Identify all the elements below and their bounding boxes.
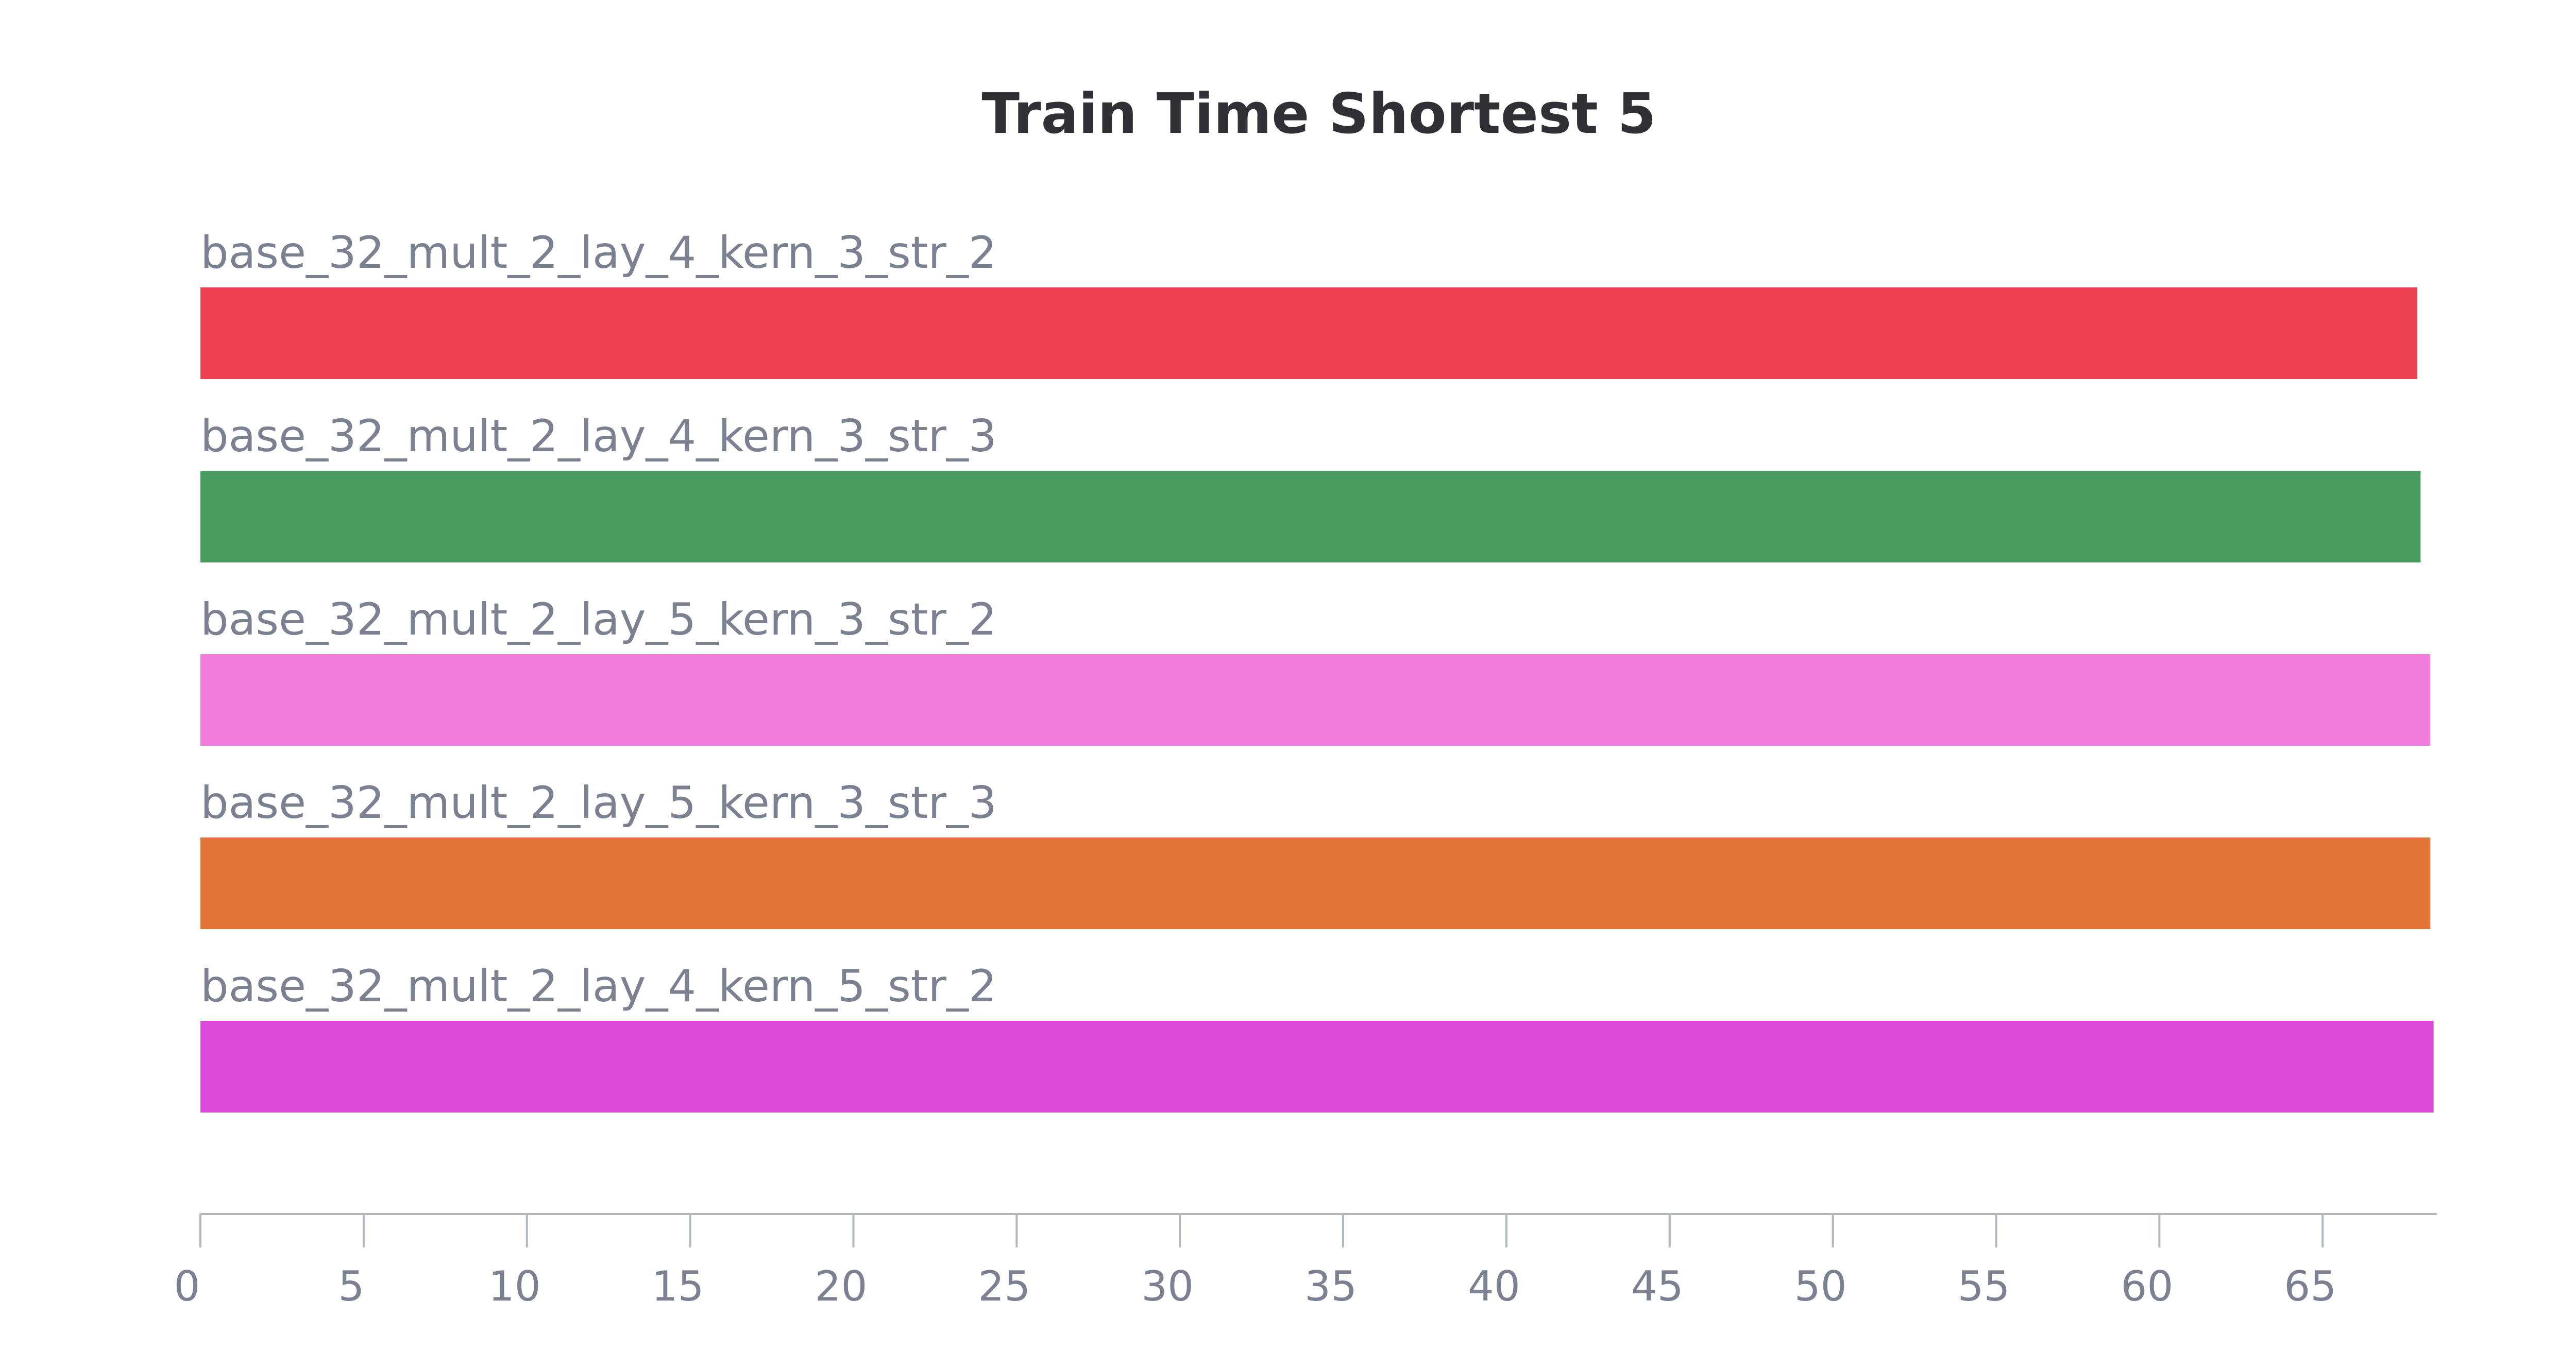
x-tick-label: 20 bbox=[815, 1262, 868, 1310]
bar-label: base_32_mult_2_lay_4_kern_3_str_2 bbox=[200, 227, 997, 279]
x-tick-label: 40 bbox=[1468, 1262, 1520, 1310]
bar[interactable] bbox=[200, 837, 2431, 929]
x-axis: 0 5 10 15 20 25 30 35 40 45 50 55 60 65 bbox=[174, 1213, 2437, 1310]
x-tick-label: 25 bbox=[978, 1262, 1030, 1310]
x-tick-label: 5 bbox=[338, 1262, 364, 1310]
chart-title: Train Time Shortest 5 bbox=[981, 82, 1656, 146]
bar-label: base_32_mult_2_lay_5_kern_3_str_2 bbox=[200, 594, 997, 645]
bar[interactable] bbox=[200, 654, 2431, 746]
x-tick-label: 45 bbox=[1631, 1262, 1684, 1310]
x-tick-label: 50 bbox=[1794, 1262, 1847, 1310]
x-tick-label: 60 bbox=[2121, 1262, 2173, 1310]
x-tick-label: 15 bbox=[652, 1262, 704, 1310]
bar-label: base_32_mult_2_lay_4_kern_3_str_3 bbox=[200, 411, 997, 462]
x-tick-label: 10 bbox=[488, 1262, 541, 1310]
x-tick-label: 30 bbox=[1141, 1262, 1194, 1310]
bars-layer: base_32_mult_2_lay_4_kern_3_str_2 base_32… bbox=[200, 227, 2434, 1113]
x-tick-label: 35 bbox=[1304, 1262, 1357, 1310]
bar[interactable] bbox=[200, 287, 2417, 379]
bar-label: base_32_mult_2_lay_5_kern_3_str_3 bbox=[200, 777, 997, 829]
bar[interactable] bbox=[200, 471, 2421, 562]
x-tick-label: 65 bbox=[2284, 1262, 2336, 1310]
x-tick-label: 0 bbox=[174, 1262, 200, 1310]
bar[interactable] bbox=[200, 1021, 2434, 1113]
x-tick-label: 55 bbox=[1958, 1262, 2010, 1310]
bar-label: base_32_mult_2_lay_4_kern_5_str_2 bbox=[200, 961, 997, 1012]
